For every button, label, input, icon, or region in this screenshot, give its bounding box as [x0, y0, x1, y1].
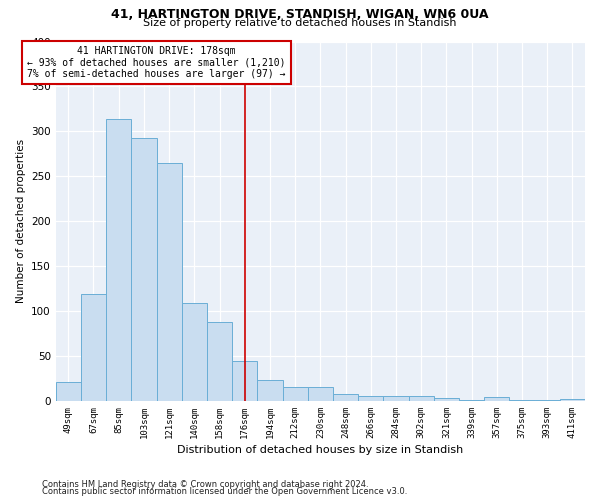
- Bar: [409, 396, 434, 401]
- Bar: [106, 119, 131, 401]
- Bar: [131, 138, 157, 401]
- Text: 41 HARTINGTON DRIVE: 178sqm
← 93% of detached houses are smaller (1,210)
7% of s: 41 HARTINGTON DRIVE: 178sqm ← 93% of det…: [27, 46, 286, 79]
- Bar: [308, 386, 333, 401]
- Bar: [81, 294, 106, 401]
- Bar: [509, 400, 535, 401]
- Bar: [182, 303, 207, 401]
- Bar: [358, 396, 383, 401]
- Bar: [157, 163, 182, 401]
- Bar: [56, 382, 81, 401]
- Bar: [333, 394, 358, 401]
- Bar: [207, 322, 232, 401]
- Bar: [434, 398, 459, 401]
- Bar: [232, 362, 257, 401]
- Text: Size of property relative to detached houses in Standish: Size of property relative to detached ho…: [143, 18, 457, 28]
- Bar: [535, 400, 560, 401]
- Text: 41, HARTINGTON DRIVE, STANDISH, WIGAN, WN6 0UA: 41, HARTINGTON DRIVE, STANDISH, WIGAN, W…: [111, 8, 489, 20]
- Bar: [257, 380, 283, 401]
- X-axis label: Distribution of detached houses by size in Standish: Distribution of detached houses by size …: [177, 445, 463, 455]
- Bar: [283, 386, 308, 401]
- Y-axis label: Number of detached properties: Number of detached properties: [16, 139, 26, 304]
- Text: Contains public sector information licensed under the Open Government Licence v3: Contains public sector information licen…: [42, 487, 407, 496]
- Bar: [484, 398, 509, 401]
- Bar: [383, 396, 409, 401]
- Bar: [459, 400, 484, 401]
- Bar: [560, 399, 585, 401]
- Text: Contains HM Land Registry data © Crown copyright and database right 2024.: Contains HM Land Registry data © Crown c…: [42, 480, 368, 489]
